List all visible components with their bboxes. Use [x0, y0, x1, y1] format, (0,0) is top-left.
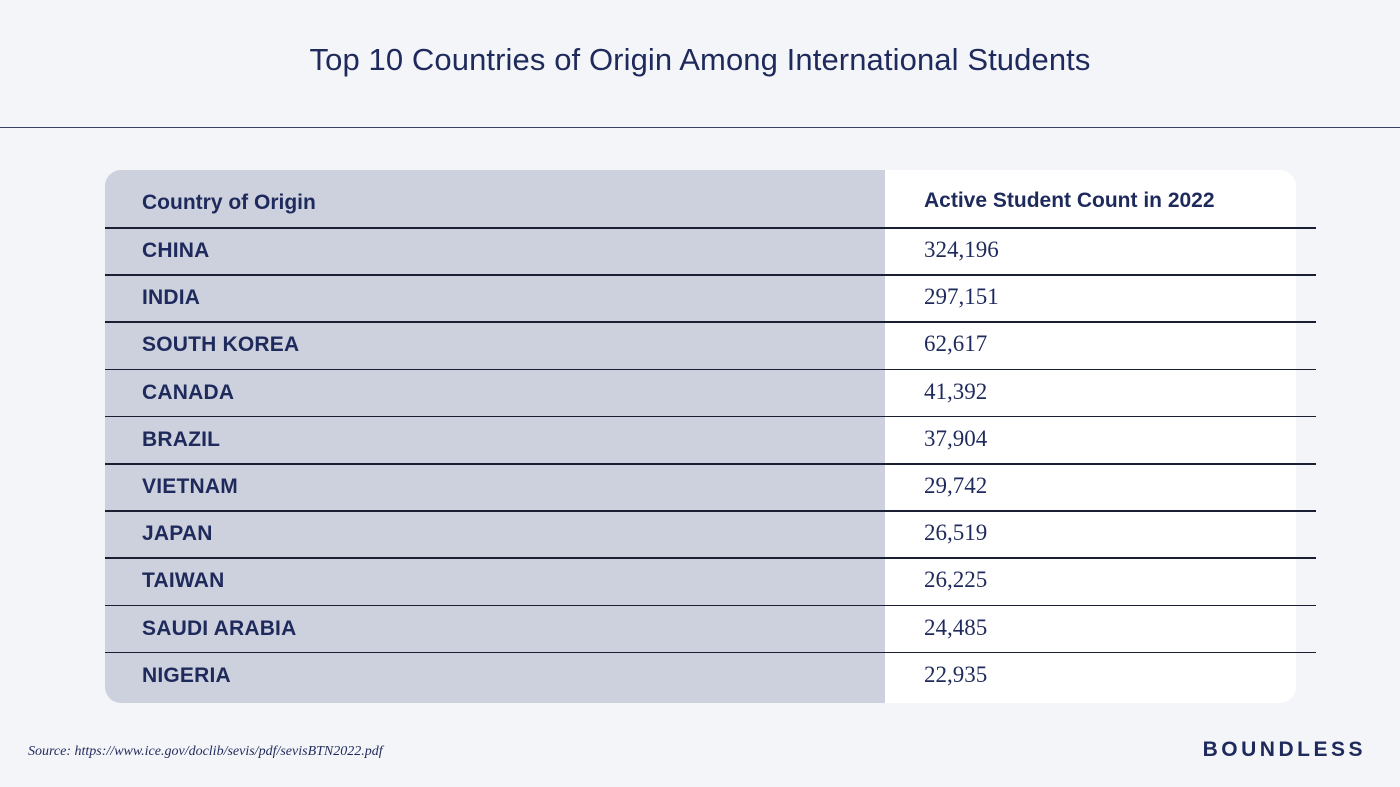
chart-title: Top 10 Countries of Origin Among Interna… [309, 42, 1091, 77]
table-cell-country: VIETNAM [142, 475, 238, 498]
table-cell-country: SAUDI ARABIA [142, 616, 297, 640]
table-cell-count: 297,151 [924, 284, 999, 310]
table-cell-count: 41,392 [924, 378, 988, 404]
table-cell-count: 26,225 [924, 567, 988, 593]
row-separator [105, 604, 1316, 607]
count-column-background [885, 170, 1296, 703]
row-separator [105, 415, 1316, 418]
row-separator [105, 368, 1316, 371]
row-separator [105, 463, 1316, 465]
brand-logo: BOUNDLESS [1202, 738, 1366, 761]
table-cell-country: NIGERIA [142, 663, 231, 687]
data-table: Country of Origin Active Student Count i… [105, 170, 1316, 703]
row-separator [105, 274, 1316, 276]
table-cell-country: TAIWAN [142, 569, 225, 593]
row-separator [105, 651, 1316, 654]
table-cell-count: 22,935 [924, 661, 988, 687]
table-cell-count: 24,485 [924, 614, 988, 640]
table-cell-count: 62,617 [924, 331, 988, 357]
table-cell-country: INDIA [142, 286, 201, 310]
column-header-country: Country of Origin [142, 191, 316, 214]
table-cell-count: 37,904 [924, 425, 988, 451]
table-cell-country: CHINA [142, 239, 210, 262]
table-cell-country: CANADA [142, 380, 235, 404]
row-separator [105, 557, 1316, 559]
source-note: Source: https://www.ice.gov/doclib/sevis… [28, 744, 383, 759]
table-cell-count: 26,519 [924, 520, 988, 546]
table-cell-count: 29,742 [924, 473, 988, 498]
table-cell-count: 324,196 [924, 237, 999, 262]
row-separator [105, 321, 1316, 323]
table-cell-country: BRAZIL [142, 427, 221, 451]
table-cell-country: JAPAN [142, 522, 213, 546]
column-header-count: Active Student Count in 2022 [924, 189, 1215, 212]
table-cell-country: SOUTH KOREA [142, 333, 300, 357]
country-column-background [105, 170, 885, 703]
title-divider [0, 127, 1400, 128]
row-separator [105, 510, 1316, 512]
header-separator [105, 227, 1316, 229]
